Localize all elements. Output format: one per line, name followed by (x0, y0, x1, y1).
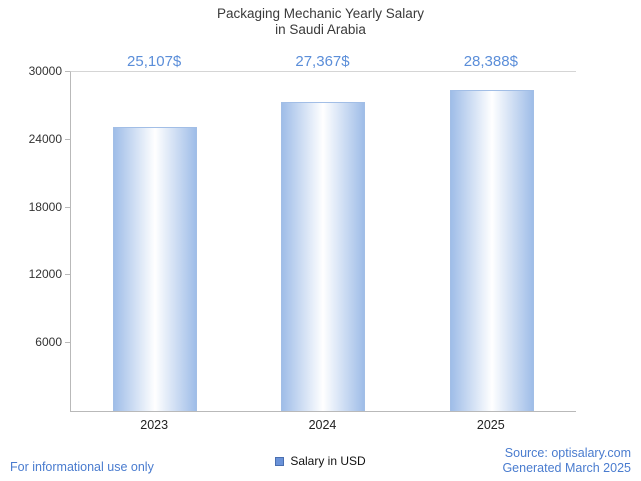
disclaimer-text: For informational use only (10, 460, 154, 474)
bar-value-label-2024: 27,367$ (295, 53, 350, 70)
bar-2023 (113, 127, 198, 411)
y-tick-label: 12000 (28, 267, 62, 282)
x-tick-label-2025: 2025 (476, 418, 505, 432)
bar-column-2023 (71, 72, 239, 411)
y-tick-mark (65, 71, 70, 72)
chart-title-line1: Packaging Mechanic Yearly Salary (216, 6, 425, 21)
bar-value-label-2023: 25,107$ (127, 53, 182, 70)
bar-2025 (449, 90, 534, 411)
source-info: Source: optisalary.com Generated March 2… (502, 446, 631, 476)
legend: Salary in USD (0, 454, 641, 468)
plot-area (70, 71, 576, 412)
x-tick-label-2023: 2023 (140, 418, 169, 432)
y-tick-label: 30000 (28, 64, 62, 78)
chart-title: Packaging Mechanic Yearly Salary in Saud… (0, 6, 641, 38)
x-axis-labels: 2023 2024 2025 (70, 418, 575, 433)
chart-title-line2: in Saudi Arabia (275, 22, 366, 37)
source-text: Source: optisalary.com (504, 446, 631, 460)
y-tick-label: 24000 (28, 131, 62, 146)
legend-label: Salary in USD (290, 454, 366, 468)
y-tick-mark (65, 274, 70, 276)
x-tick-label-2024: 2024 (308, 418, 337, 432)
bar-value-label-2025: 28,388$ (463, 53, 518, 70)
y-tick-mark (65, 206, 70, 208)
y-tick-label: 18000 (28, 199, 62, 214)
bar-column-2024 (239, 72, 407, 411)
legend-swatch-icon (275, 456, 285, 466)
bar-value-labels: 25,107$ 27,367$ 28,388$ (70, 52, 575, 72)
bar-column-2025 (408, 72, 576, 411)
y-tick-mark (65, 342, 70, 344)
y-tick-label: 6000 (35, 335, 62, 350)
y-tick-mark (65, 138, 70, 140)
generated-text: Generated March 2025 (502, 461, 631, 475)
bar-2024 (281, 101, 366, 411)
